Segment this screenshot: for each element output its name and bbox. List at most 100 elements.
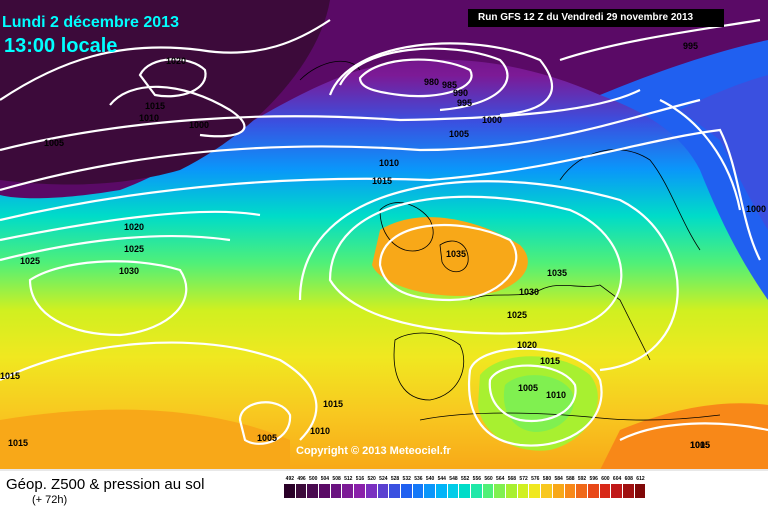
isobar-label: 1020: [124, 222, 144, 232]
scale-tick-label: 508: [332, 476, 341, 482]
scale-swatch: [529, 484, 542, 498]
scale-swatch: [506, 484, 518, 498]
scale-tick-label: 584: [554, 476, 563, 482]
isobar-label: 1025: [507, 310, 527, 320]
scale-tick-label: 608: [624, 476, 633, 482]
scale-tick-label: 556: [472, 476, 482, 482]
scale-tick-label: 496: [297, 476, 306, 482]
scale-tick-label: 572: [519, 476, 528, 482]
scale-swatch: [319, 484, 331, 498]
isobar-label: 1015: [8, 438, 28, 448]
isobar-label: 1005: [518, 383, 538, 393]
scale-swatch: [611, 484, 623, 498]
isobar-label: 1030: [519, 287, 539, 297]
scale-tick-label: 588: [566, 476, 575, 482]
isobar-label: 1005: [44, 138, 64, 148]
scale-tick-label: 604: [612, 476, 622, 482]
scale-swatch: [389, 484, 401, 498]
scale-tick-label: 592: [577, 476, 587, 482]
isobar-label: 1010: [379, 158, 399, 168]
deep-purple-zone: [0, 0, 330, 185]
isobar-label: 990: [453, 88, 468, 98]
scale-tick-label: 536: [414, 476, 423, 482]
isobar-label: 1000: [746, 204, 766, 214]
south-east-warm-zone: [600, 403, 768, 470]
scale-swatch: [424, 484, 436, 498]
scale-swatch: [377, 484, 390, 498]
isobar-label: 1015: [145, 101, 165, 111]
scale-tick-label: 548: [449, 476, 458, 482]
scale-swatch: [634, 484, 647, 498]
isobar-label: 980: [424, 77, 439, 87]
scale-swatch: [622, 484, 635, 498]
isobar-label: 995: [457, 98, 472, 108]
isobar-label: 1010: [546, 390, 566, 400]
isobar-label: 1015: [0, 371, 20, 381]
scale-swatch: [541, 484, 553, 498]
isobar-label: 1005: [257, 433, 277, 443]
scale-tick-label: 528: [390, 476, 400, 482]
scale-tick-label: 600: [601, 476, 610, 482]
isobar-label: 1015: [540, 356, 560, 366]
scale-swatch: [400, 484, 413, 498]
scale-tick-label: 580: [542, 476, 552, 482]
isobar-label: 1035: [547, 268, 567, 278]
isobar-label: 1020: [166, 56, 186, 66]
isobar-label: 1010: [310, 426, 330, 436]
scale-tick-label: 516: [355, 476, 365, 482]
scale-tick-label: 564: [496, 476, 505, 482]
scale-swatch: [459, 484, 471, 498]
legend-title: Géop. Z500 & pression au sol: [6, 476, 205, 493]
scale-ticks: 492 496 500 504 508 512 516 520 524 528 532 536 540 5…: [284, 476, 646, 482]
scale-tick-label: 520: [367, 476, 376, 482]
scale-tick-label: 504: [320, 476, 330, 482]
isobar-label: 1020: [517, 340, 537, 350]
forecast-date: Lundi 2 décembre 2013: [2, 14, 179, 31]
isobar-label: 1015: [690, 440, 710, 450]
color-scale: 492 496 500 504 508 512 516 520 524 528 532 536 540 5…: [284, 476, 647, 498]
isobar-label: 995: [683, 41, 698, 51]
legend-subtitle: (+ 72h): [32, 494, 68, 506]
south-warm-zone: [0, 409, 290, 470]
scale-swatch: [412, 484, 425, 498]
scale-swatch: [482, 484, 495, 498]
isobar-label: 1035: [446, 249, 466, 259]
isobar-lines: [0, 18, 768, 447]
scale-tick-label: 512: [344, 476, 353, 482]
scale-swatch: [284, 484, 296, 498]
scale-swatch: [295, 484, 308, 498]
scale-tick-label: 544: [437, 476, 446, 482]
scale-swatch: [517, 484, 530, 498]
scale-swatch: [354, 484, 366, 498]
scale-swatch: [307, 484, 320, 498]
scale-swatch: [552, 484, 565, 498]
divider: [0, 469, 768, 471]
scale-swatch: [494, 484, 507, 498]
isobar-labels: 1020 1015 1010 1005 1000 980 985 990 995…: [0, 41, 766, 450]
scale-tick-label: 500: [309, 476, 318, 482]
high-ridge-orange: [372, 217, 528, 296]
isobar-label: 1030: [119, 266, 139, 276]
isobar-label: 1000: [482, 115, 502, 125]
geopotential-map: 1020 1015 1010 1005 1000 980 985 990 995…: [0, 0, 768, 470]
run-info: Run GFS 12 Z du Vendredi 29 novembre 201…: [468, 9, 724, 27]
scale-swatch: [471, 484, 483, 498]
scale-swatch: [365, 484, 378, 498]
isobar-label: 1025: [20, 256, 40, 266]
scale-swatch: [587, 484, 600, 498]
scale-swatch: [447, 484, 460, 498]
scale-tick-label: 492: [285, 476, 295, 482]
scale-tick-label: 552: [460, 476, 470, 482]
scale-tick-label: 540: [425, 476, 435, 482]
isobar-label: 1010: [139, 113, 159, 123]
scale-swatch: [342, 484, 355, 498]
scale-swatch: [576, 484, 588, 498]
scale-tick-label: 560: [484, 476, 493, 482]
scale-swatch: [435, 484, 448, 498]
scale-swatches: [284, 484, 647, 498]
scale-tick-label: 524: [379, 476, 388, 482]
scale-swatch: [599, 484, 612, 498]
cutoff-low-core: [503, 375, 574, 432]
isobar-label: 1005: [449, 129, 469, 139]
